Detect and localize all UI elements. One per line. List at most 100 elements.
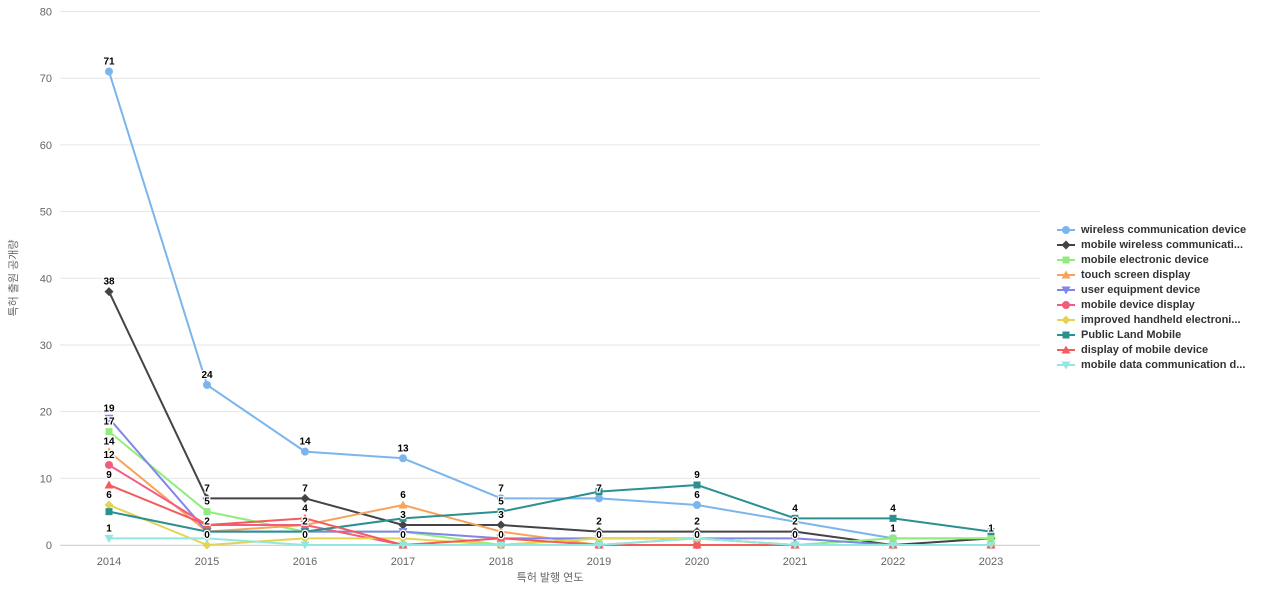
point-mobile-wireless-communicati-2021[interactable] [790,527,800,537]
point-mobile-data-communication-d-2021[interactable] [790,541,800,550]
point-wireless-communication-device-2014[interactable] [105,67,113,76]
point-user-equipment-device-2014[interactable] [104,414,114,423]
point-mobile-data-communication-d-2014[interactable] [104,534,114,543]
point-touch-screen-display-2018[interactable] [496,527,506,536]
point-improved-handheld-electroni-2014[interactable] [104,500,114,510]
legend-symbol [1061,270,1071,279]
y-tick-label: 0 [46,540,52,552]
point-public-land-mobile-2016[interactable] [301,528,309,536]
point-touch-screen-display-2017[interactable] [398,500,408,509]
legend-item-display-of-mobile-device[interactable]: display of mobile device [1056,344,1246,356]
series-mobile-wireless-communicati [104,287,996,550]
point-mobile-data-communication-d-2023[interactable] [986,541,996,550]
legend-item-label: mobile electronic device [1081,254,1209,266]
point-wireless-communication-device-2020[interactable] [693,500,701,509]
legend-item-mobile-device-display[interactable]: mobile device display [1056,299,1246,311]
legend-item-improved-handheld-electroni[interactable]: improved handheld electroni... [1056,314,1246,326]
data-label: 2 [204,517,210,528]
point-improved-handheld-electroni-2017[interactable] [398,533,408,543]
legend-item-mobile-electronic-device[interactable]: mobile electronic device [1056,254,1246,266]
data-label: 38 [103,277,115,288]
point-mobile-wireless-communicati-2018[interactable] [496,520,506,530]
legend-item-touch-screen-display[interactable]: touch screen display [1056,269,1246,281]
point-mobile-data-communication-d-2015[interactable] [202,534,212,543]
legend-symbol [1061,286,1071,295]
point-display-of-mobile-device-2015[interactable] [202,520,212,529]
data-label: 9 [106,470,112,481]
point-mobile-electronic-device-2015[interactable] [203,508,211,516]
legend-item-mobile-data-communication-d[interactable]: mobile data communication d... [1056,359,1246,371]
point-wireless-communication-device-2017[interactable] [399,454,407,463]
x-tick-label-2017: 2017 [391,556,415,568]
legend-marker-icon [1057,331,1075,339]
series-line-wireless-communication-device [108,70,992,540]
x-tick-label-2019: 2019 [587,556,611,568]
data-label: 7 [302,483,308,494]
point-touch-screen-display-2014[interactable] [104,447,114,456]
point-display-of-mobile-device-2014[interactable] [104,480,114,489]
data-label: 2 [302,517,308,528]
series-line-public-land-mobile [108,483,992,533]
point-mobile-data-communication-d-2017[interactable] [398,541,408,550]
point-public-land-mobile-2019[interactable] [595,488,603,496]
point-improved-handheld-electroni-2019[interactable] [594,533,604,543]
point-user-equipment-device-2017[interactable] [398,528,408,537]
legend-item-mobile-wireless-communicati[interactable]: mobile wireless communicati... [1056,239,1246,251]
data-label: 12 [103,450,115,461]
legend-marker-icon [1057,315,1075,325]
point-mobile-data-communication-d-2022[interactable] [888,541,898,550]
legend-item-label: mobile device display [1081,299,1195,311]
point-wireless-communication-device-2015[interactable] [203,380,211,389]
point-mobile-electronic-device-2023[interactable] [987,534,995,542]
data-label: 3 [498,510,504,521]
y-tick-label: 60 [40,140,52,152]
point-public-land-mobile-2015[interactable] [203,528,211,536]
point-public-land-mobile-2014[interactable] [105,508,113,516]
point-public-land-mobile-2017[interactable] [399,514,407,522]
point-public-land-mobile-2021[interactable] [791,514,799,522]
point-display-of-mobile-device-2020[interactable] [692,540,702,549]
point-mobile-electronic-device-2022[interactable] [889,534,897,542]
point-wireless-communication-device-2018[interactable] [497,494,505,503]
data-label: 0 [596,530,602,541]
point-mobile-data-communication-d-2018[interactable] [496,541,506,550]
point-mobile-electronic-device-2014[interactable] [105,428,113,436]
point-mobile-device-display-2014[interactable] [105,460,113,469]
point-mobile-wireless-communicati-2015[interactable] [202,493,212,503]
data-label: 2 [792,517,798,528]
legend-item-user-equipment-device[interactable]: user equipment device [1056,284,1246,296]
legend-marker-icon [1057,301,1075,309]
legend-item-label: user equipment device [1081,284,1201,296]
point-mobile-wireless-communicati-2016[interactable] [300,493,310,503]
point-public-land-mobile-2022[interactable] [889,514,897,522]
data-label: 14 [299,437,311,448]
point-display-of-mobile-device-2018[interactable] [496,533,506,542]
point-public-land-mobile-2023[interactable] [987,528,995,536]
point-mobile-data-communication-d-2016[interactable] [300,541,310,550]
point-user-equipment-device-2021[interactable] [790,534,800,543]
legend-item-wireless-communication-device[interactable]: wireless communication device [1056,224,1246,236]
axis-layer: 특허 발행 연도 특허 출원 공개량 [7,240,583,584]
point-mobile-wireless-communicati-2019[interactable] [594,527,604,537]
y-tick-label: 50 [40,207,52,219]
point-public-land-mobile-2018[interactable] [497,508,505,516]
series-line-user-equipment-device [108,417,992,546]
point-mobile-wireless-communicati-2014[interactable] [104,287,114,297]
point-mobile-data-communication-d-2019[interactable] [594,541,604,550]
point-wireless-communication-device-2016[interactable] [301,447,309,456]
point-mobile-wireless-communicati-2017[interactable] [398,520,408,530]
point-improved-handheld-electroni-2016[interactable] [300,533,310,543]
point-mobile-wireless-communicati-2020[interactable] [692,527,702,537]
point-display-of-mobile-device-2016[interactable] [300,513,310,522]
point-public-land-mobile-2020[interactable] [693,481,701,489]
legend-item-label: wireless communication device [1081,224,1247,236]
point-mobile-data-communication-d-2020[interactable] [692,534,702,543]
data-label: 5 [204,497,210,508]
data-label: 0 [302,530,308,541]
point-wireless-communication-device-2019[interactable] [595,494,603,503]
point-improved-handheld-electroni-2015[interactable] [202,540,212,550]
legend-item-public-land-mobile[interactable]: Public Land Mobile [1056,329,1246,341]
data-label: 5 [498,497,504,508]
point-mobile-device-display-2016[interactable] [301,520,309,529]
